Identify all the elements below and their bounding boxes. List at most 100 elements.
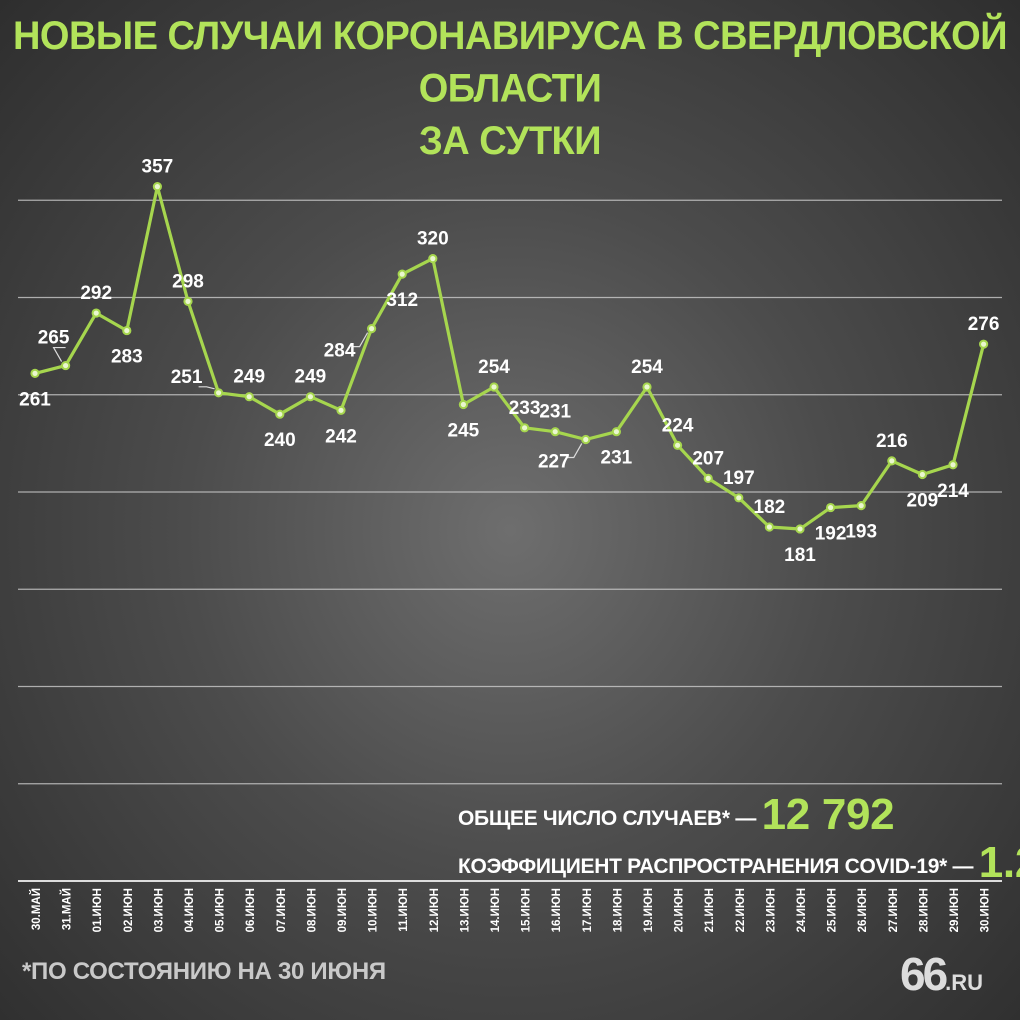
footnote: *ПО СОСТОЯНИЮ НА 30 ИЮНЯ [22, 958, 386, 985]
site-logo[interactable]: 66.RU [900, 947, 983, 1001]
data-point [30, 368, 40, 378]
logo-domain: .RU [945, 970, 984, 995]
data-label: 251 [171, 367, 203, 388]
data-point [122, 325, 132, 336]
x-tick-label: 21.ИЮН [704, 888, 716, 932]
x-tick-label: 25.ИЮН [827, 888, 839, 932]
data-point [979, 339, 989, 349]
data-label: 284 [324, 341, 356, 362]
data-label: 265 [38, 328, 70, 349]
data-label: 233 [509, 398, 541, 419]
x-tick-label: 13.ИЮН [459, 888, 471, 932]
data-label: 357 [142, 157, 174, 178]
x-tick-label: 14.ИЮН [490, 888, 502, 932]
data-point [244, 392, 254, 402]
leader-line [52, 346, 66, 362]
x-tick-label: 06.ИЮН [245, 888, 257, 932]
spread-rate-label: КОЭФФИЦИЕНТ РАСПРОСТРАНЕНИЯ COVID-19* — [458, 855, 974, 878]
data-point [856, 501, 866, 511]
x-tick-label: 17.ИЮН [582, 888, 594, 932]
data-label: 312 [386, 290, 418, 311]
series-points [30, 182, 989, 534]
data-point [611, 427, 622, 437]
data-point [428, 254, 438, 264]
data-labels: 261 265 292 283 357 298 251 249 240 249 242 284 312 3… [19, 157, 999, 566]
x-tick-label: 29.ИЮН [949, 888, 961, 932]
data-label: 207 [692, 448, 724, 469]
data-label: 283 [111, 347, 143, 368]
data-point [673, 440, 683, 450]
x-tick-label: 08.ИЮН [306, 888, 318, 932]
line-chart: 261 265 292 283 357 298 251 249 240 249 242 284 312 3… [18, 157, 1002, 932]
x-tick-label: 04.ИЮН [184, 888, 196, 932]
x-tick-label: 30.ИЮН [980, 888, 992, 932]
series-line [33, 185, 986, 531]
x-tick-label: 16.ИЮН [551, 888, 563, 932]
x-tick-label: 19.ИЮН [643, 888, 655, 932]
label-leader-lines [52, 332, 583, 459]
data-label: 227 [538, 451, 570, 472]
data-label: 254 [631, 357, 663, 378]
x-tick-label: 30.МАЙ [30, 888, 43, 930]
x-tick-label: 10.ИЮН [368, 888, 380, 932]
data-label: 209 [907, 490, 939, 511]
data-label: 292 [80, 283, 112, 304]
x-tick-label: 15.ИЮН [521, 888, 533, 932]
total-cases-value: 12 792 [761, 790, 895, 839]
data-label: 254 [478, 357, 510, 378]
title-line-2: ЗА СУТКИ [418, 119, 602, 164]
data-point [703, 473, 713, 483]
data-point [152, 182, 162, 192]
x-tick-label: 12.ИЮН [429, 888, 441, 932]
total-cases: ОБЩЕЕ ЧИСЛО СЛУЧАЕВ* — 12 792 [458, 790, 895, 840]
x-tick-label: 24.ИЮН [796, 888, 808, 932]
data-label: 245 [448, 420, 480, 441]
x-tick-label: 31.МАЙ [61, 888, 74, 930]
data-point [489, 382, 499, 392]
spread-rate: КОЭФФИЦИЕНТ РАСПРОСТРАНЕНИЯ COVID-19* — … [458, 838, 1020, 888]
data-label: 240 [264, 430, 296, 451]
x-tick-label: 20.ИЮН [674, 888, 686, 932]
data-point [826, 502, 836, 513]
data-point [948, 460, 958, 470]
data-label: 197 [723, 468, 755, 489]
data-label: 214 [937, 481, 969, 502]
data-point [795, 524, 805, 534]
data-label: 181 [784, 545, 816, 566]
x-tick-label: 03.ИЮН [153, 888, 165, 932]
x-tick-label: 11.ИЮН [398, 888, 410, 932]
data-label: 182 [754, 497, 786, 518]
x-tick-label: 22.ИЮН [735, 888, 747, 932]
data-point [305, 392, 315, 402]
data-label: 320 [417, 229, 449, 250]
x-tick-label: 05.ИЮН [215, 888, 227, 932]
leader-line [565, 443, 583, 459]
data-label: 261 [19, 389, 51, 410]
data-point [91, 308, 101, 318]
data-label: 193 [845, 522, 877, 543]
data-label: 276 [968, 314, 1000, 335]
leader-line [198, 386, 215, 390]
leader-line [351, 332, 369, 348]
data-point [214, 388, 224, 398]
data-point [336, 405, 346, 415]
spread-rate-value: 1.22 [978, 838, 1020, 887]
title-line-1: НОВЫЕ СЛУЧАИ КОРОНАВИРУСА В СВЕРДЛОВСКОЙ… [12, 14, 1008, 112]
data-label: 298 [172, 271, 204, 292]
data-label: 224 [662, 415, 694, 436]
data-label: 249 [295, 367, 327, 388]
x-tick-label: 09.ИЮН [337, 888, 349, 932]
data-point [887, 456, 897, 466]
data-point [642, 382, 652, 392]
chart-gridlines [18, 199, 1002, 882]
data-point [397, 269, 407, 279]
data-point [61, 360, 71, 371]
data-label: 216 [876, 431, 908, 452]
x-tick-label: 26.ИЮН [857, 888, 869, 932]
data-point [520, 423, 530, 433]
data-label: 242 [325, 426, 357, 447]
x-tick-label: 07.ИЮН [276, 888, 288, 932]
data-point [367, 324, 377, 334]
total-cases-label: ОБЩЕЕ ЧИСЛО СЛУЧАЕВ* — [458, 807, 757, 830]
x-axis-tick-labels: 30.МАЙ 31.МАЙ 01.ИЮН 02.ИЮН 03.ИЮН 04.ИЮН 05.И… [30, 888, 992, 932]
